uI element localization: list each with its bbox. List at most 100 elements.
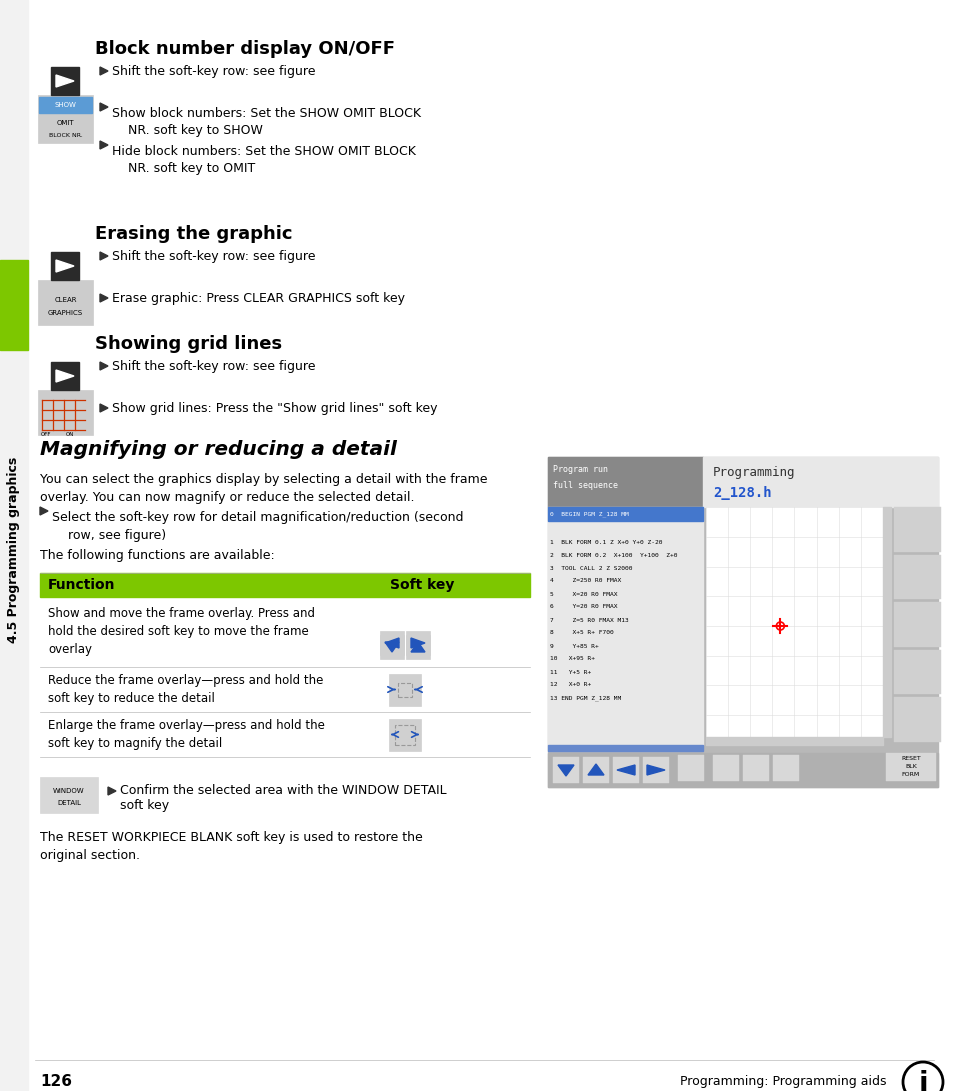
Polygon shape (617, 765, 635, 775)
Bar (547, 457, 702, 507)
Bar (772, 755, 799, 781)
Text: Magnifying or reducing a detail: Magnifying or reducing a detail (40, 440, 396, 459)
Text: Erase graphic: Press CLEAR GRAPHICS soft key: Erase graphic: Press CLEAR GRAPHICS soft… (112, 291, 405, 304)
Polygon shape (100, 362, 108, 370)
Polygon shape (40, 507, 48, 515)
Polygon shape (100, 404, 108, 412)
Bar (40, 667, 530, 712)
Text: Shift the soft-key row: see figure: Shift the soft-key row: see figure (112, 64, 315, 77)
Bar (893, 507, 940, 552)
Bar (547, 507, 702, 745)
Bar (712, 755, 739, 781)
Text: 9     Y+85 R+: 9 Y+85 R+ (550, 644, 598, 648)
Text: 1  BLK FORM 0.1 Z X+0 Y+0 Z-20: 1 BLK FORM 0.1 Z X+0 Y+0 Z-20 (550, 540, 661, 544)
Text: Programming: Programming (712, 466, 795, 479)
Text: 2_128.h: 2_128.h (712, 485, 771, 500)
Text: GRAPHICS: GRAPHICS (48, 310, 83, 316)
Text: ON: ON (66, 432, 74, 436)
Text: You can select the graphics display by selecting a detail with the frame
overlay: You can select the graphics display by s… (40, 473, 487, 504)
Bar (38, 95, 92, 143)
Text: Block number display ON/OFF: Block number display ON/OFF (95, 40, 395, 58)
Bar (547, 457, 937, 787)
Text: DETAIL: DETAIL (57, 800, 81, 806)
Text: RESET: RESET (901, 756, 920, 762)
Bar (547, 753, 937, 787)
Bar (885, 753, 935, 781)
Polygon shape (385, 642, 398, 652)
Text: Showing grid lines: Showing grid lines (95, 335, 282, 353)
Text: Select the soft-key row for detail magnification/reduction (second
    row, see : Select the soft-key row for detail magni… (52, 511, 463, 542)
Polygon shape (100, 252, 108, 260)
Text: Show grid lines: Press the "Show grid lines" soft key: Show grid lines: Press the "Show grid li… (112, 401, 437, 415)
Text: OMIT: OMIT (56, 120, 74, 125)
Text: FORM: FORM (901, 772, 919, 778)
Text: soft key: soft key (120, 799, 169, 812)
Text: 0  BEGIN PGM Z_128 MM: 0 BEGIN PGM Z_128 MM (550, 512, 628, 517)
Bar (39, 97, 91, 113)
Bar (389, 719, 420, 751)
Text: Shift the soft-key row: see figure: Shift the soft-key row: see figure (112, 250, 315, 263)
Text: BLK: BLK (904, 765, 916, 769)
Bar (0, 0, 28, 1091)
Polygon shape (646, 765, 664, 775)
Bar (547, 745, 702, 751)
Text: 126: 126 (40, 1075, 71, 1090)
Polygon shape (108, 787, 116, 795)
Polygon shape (100, 141, 108, 149)
Text: The RESET WORKPIECE BLANK soft key is used to restore the
original section.: The RESET WORKPIECE BLANK soft key is us… (40, 831, 422, 862)
Text: Shift the soft-key row: see figure: Shift the soft-key row: see figure (112, 360, 315, 372)
Text: The following functions are available:: The following functions are available: (40, 549, 274, 562)
Text: BLOCK NR.: BLOCK NR. (49, 132, 82, 137)
Text: 13 END PGM Z_128 MM: 13 END PGM Z_128 MM (550, 695, 620, 700)
Text: Show and move the frame overlay. Press and
hold the desired soft key to move the: Show and move the frame overlay. Press a… (48, 608, 314, 657)
Bar (613, 757, 639, 783)
Bar (389, 673, 420, 706)
Bar (40, 573, 530, 597)
Text: Program run: Program run (553, 465, 607, 473)
Bar (38, 280, 92, 325)
Polygon shape (100, 293, 108, 302)
Polygon shape (587, 764, 603, 775)
Text: Confirm the selected area with the WINDOW DETAIL: Confirm the selected area with the WINDO… (120, 784, 446, 798)
Text: 10   X+95 R+: 10 X+95 R+ (550, 657, 595, 661)
Bar (705, 507, 882, 745)
Polygon shape (411, 642, 424, 652)
Text: 2  BLK FORM 0.2  X+100  Y+100  Z+0: 2 BLK FORM 0.2 X+100 Y+100 Z+0 (550, 552, 677, 558)
Text: WINDOW: WINDOW (53, 788, 85, 794)
Text: 5     X=20 R0 FMAX: 5 X=20 R0 FMAX (550, 591, 617, 597)
Bar (893, 697, 940, 742)
Text: 6     Y=20 R0 FMAX: 6 Y=20 R0 FMAX (550, 604, 617, 610)
Bar (742, 755, 768, 781)
Polygon shape (56, 370, 74, 382)
Text: 3  TOOL CALL 2 Z S2000: 3 TOOL CALL 2 Z S2000 (550, 565, 632, 571)
Text: 4     Z=250 R0 FMAX: 4 Z=250 R0 FMAX (550, 578, 620, 584)
Text: Erasing the graphic: Erasing the graphic (95, 225, 293, 243)
Bar (406, 631, 430, 655)
Text: Programming: Programming aids: Programming: Programming aids (679, 1076, 885, 1089)
Text: Soft key: Soft key (390, 578, 454, 592)
Bar (395, 724, 415, 744)
Bar (38, 389, 92, 435)
Bar (893, 554, 940, 599)
Text: 12   X+0 R+: 12 X+0 R+ (550, 683, 591, 687)
Bar (705, 738, 882, 745)
Text: full sequence: full sequence (553, 480, 618, 490)
Text: 4.5 Programming graphics: 4.5 Programming graphics (8, 457, 20, 643)
Text: 7     Z=5 R0 FMAX M13: 7 Z=5 R0 FMAX M13 (550, 618, 628, 623)
Bar (547, 507, 702, 521)
Bar (893, 602, 940, 647)
Bar (40, 712, 530, 757)
Bar (40, 777, 98, 813)
Bar (40, 597, 530, 667)
Text: Reduce the frame overlay—press and hold the
soft key to reduce the detail: Reduce the frame overlay—press and hold … (48, 674, 323, 705)
Bar (702, 457, 937, 507)
Polygon shape (411, 638, 424, 648)
Bar (379, 631, 403, 655)
Polygon shape (56, 75, 74, 87)
Text: Hide block numbers: Set the SHOW OMIT BLOCK
    NR. soft key to OMIT: Hide block numbers: Set the SHOW OMIT BL… (112, 145, 416, 175)
Text: SHOW: SHOW (54, 101, 76, 108)
Polygon shape (558, 765, 574, 776)
Text: Enlarge the frame overlay—press and hold the
soft key to magnify the detail: Enlarge the frame overlay—press and hold… (48, 719, 325, 750)
Text: 11   Y+5 R+: 11 Y+5 R+ (550, 670, 591, 674)
Bar (0, 260, 28, 350)
